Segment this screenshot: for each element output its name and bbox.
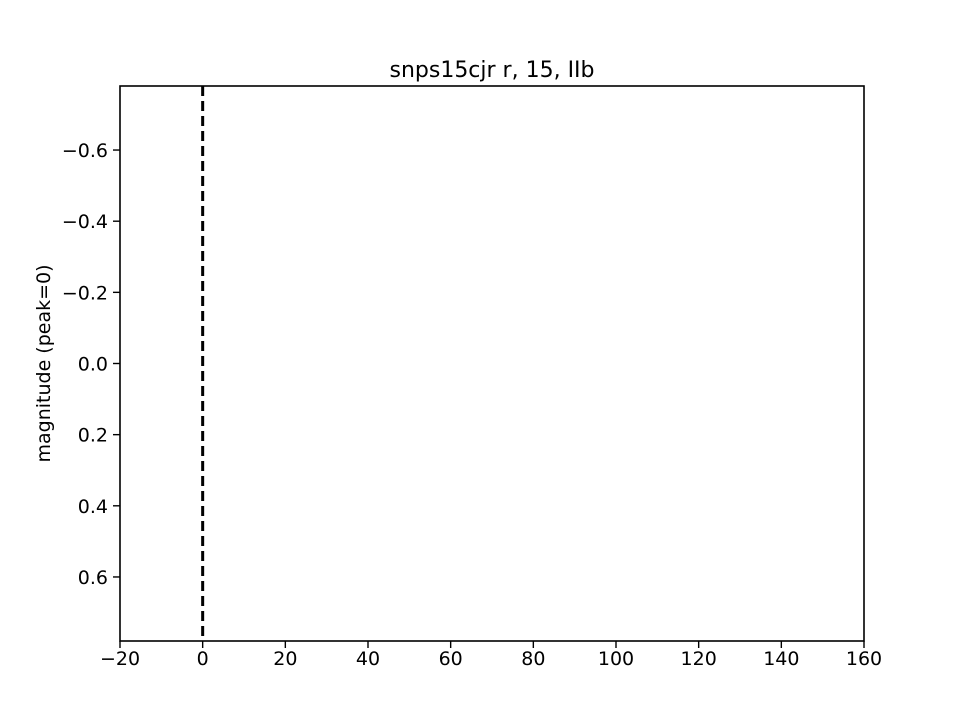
x-tick-label: −20 — [100, 648, 140, 670]
axes-frame — [119, 85, 865, 642]
x-tick-label: 160 — [846, 648, 882, 670]
y-tick-label: −0.6 — [62, 140, 108, 162]
x-tick-label: 120 — [681, 648, 717, 670]
y-axis-label: magnitude (peak=0) — [33, 264, 55, 462]
y-axis-ticks: −0.6 −0.4 −0.2 0.0 0.2 0.4 0.6 — [62, 140, 120, 589]
y-tick-label: 0.6 — [78, 567, 108, 589]
x-tick-label: 80 — [521, 648, 545, 670]
x-tick-label: 0 — [197, 648, 209, 670]
x-tick-label: 40 — [356, 648, 380, 670]
x-tick-label: 140 — [763, 648, 799, 670]
plot-area — [119, 85, 865, 642]
chart-title: snps15cjr r, 15, IIb — [389, 58, 594, 83]
y-tick-label: −0.4 — [62, 211, 108, 233]
x-tick-label: 100 — [598, 648, 634, 670]
x-tick-label: 60 — [439, 648, 463, 670]
y-tick-label: 0.2 — [78, 425, 108, 447]
y-tick-label: −0.2 — [62, 282, 108, 304]
y-tick-label: 0.0 — [78, 354, 108, 376]
x-axis-ticks: −20 0 20 40 60 80 100 120 140 160 — [100, 641, 882, 670]
y-tick-label: 0.4 — [78, 496, 108, 518]
x-tick-label: 20 — [273, 648, 297, 670]
